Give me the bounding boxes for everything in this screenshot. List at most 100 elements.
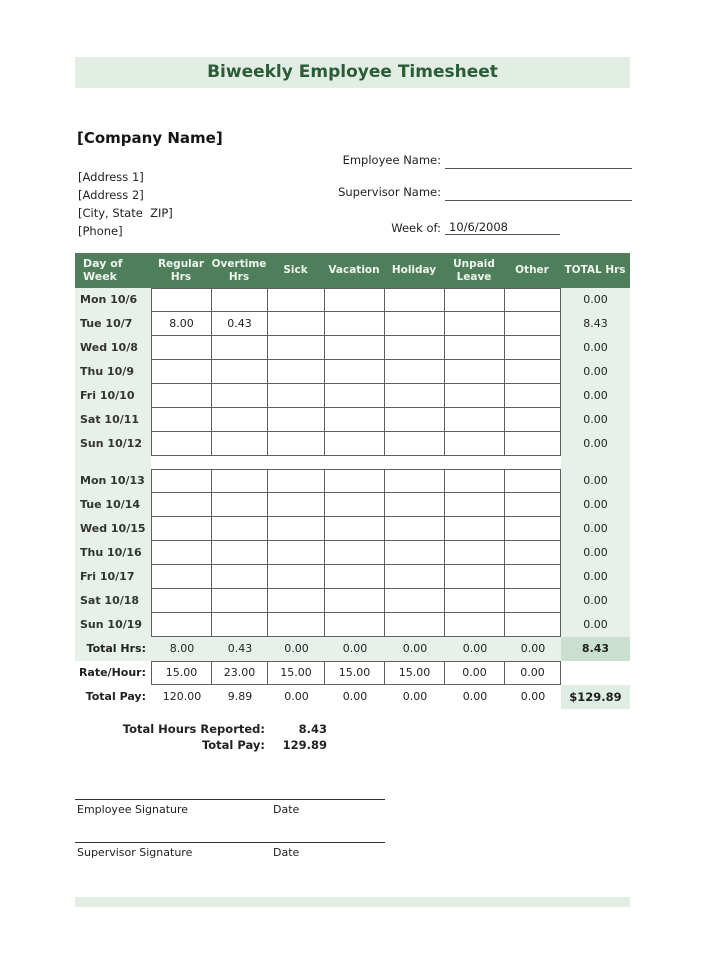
hour-input-cell[interactable] [445,469,505,493]
hour-input-cell[interactable] [385,517,445,541]
hour-input-cell[interactable] [212,360,268,384]
rate-input-cell[interactable]: 15.00 [268,661,325,685]
hour-input-cell[interactable] [212,432,268,456]
hour-input-cell[interactable] [325,312,385,336]
hour-input-cell[interactable] [445,565,505,589]
hour-input-cell[interactable] [152,517,212,541]
hour-input-cell[interactable] [445,288,505,312]
hour-input-cell[interactable] [325,288,385,312]
hour-input-cell[interactable] [268,312,325,336]
hour-input-cell[interactable] [505,493,561,517]
hour-input-cell[interactable] [385,493,445,517]
hour-input-cell[interactable] [152,360,212,384]
hour-input-cell[interactable] [212,469,268,493]
hour-input-cell[interactable] [385,408,445,432]
hour-input-cell[interactable]: 8.00 [152,312,212,336]
hour-input-cell[interactable] [152,336,212,360]
hour-input-cell[interactable] [268,384,325,408]
hour-input-cell[interactable] [505,432,561,456]
hour-input-cell[interactable] [445,432,505,456]
hour-input-cell[interactable] [505,613,561,637]
hour-input-cell[interactable] [325,336,385,360]
rate-input-cell[interactable]: 15.00 [385,661,445,685]
hour-input-cell[interactable] [325,384,385,408]
hour-input-cell[interactable] [268,336,325,360]
hour-input-cell[interactable] [505,408,561,432]
rate-input-cell[interactable]: 23.00 [212,661,268,685]
hour-input-cell[interactable] [385,432,445,456]
hour-input-cell[interactable] [325,469,385,493]
hour-input-cell[interactable] [505,541,561,565]
hour-input-cell[interactable] [268,469,325,493]
hour-input-cell[interactable] [268,541,325,565]
hour-input-cell[interactable] [505,517,561,541]
employee-signature-line[interactable] [75,799,385,800]
hour-input-cell[interactable] [152,288,212,312]
hour-input-cell[interactable] [325,613,385,637]
hour-input-cell[interactable] [505,312,561,336]
hour-input-cell[interactable] [505,565,561,589]
hour-input-cell[interactable] [152,493,212,517]
hour-input-cell[interactable] [445,408,505,432]
hour-input-cell[interactable] [152,589,212,613]
hour-input-cell[interactable] [445,384,505,408]
hour-input-cell[interactable] [325,589,385,613]
hour-input-cell[interactable] [152,541,212,565]
hour-input-cell[interactable] [152,469,212,493]
hour-input-cell[interactable] [325,408,385,432]
hour-input-cell[interactable] [212,288,268,312]
hour-input-cell[interactable] [385,312,445,336]
hour-input-cell[interactable] [212,493,268,517]
rate-input-cell[interactable]: 0.00 [505,661,561,685]
hour-input-cell[interactable] [505,288,561,312]
hour-input-cell[interactable] [325,517,385,541]
hour-input-cell[interactable] [268,360,325,384]
hour-input-cell[interactable] [385,384,445,408]
hour-input-cell[interactable] [325,360,385,384]
hour-input-cell[interactable] [325,493,385,517]
hour-input-cell[interactable] [152,565,212,589]
hour-input-cell[interactable] [385,288,445,312]
hour-input-cell[interactable] [268,432,325,456]
hour-input-cell[interactable] [385,336,445,360]
hour-input-cell[interactable] [212,565,268,589]
hour-input-cell[interactable] [505,589,561,613]
hour-input-cell[interactable] [505,384,561,408]
hour-input-cell[interactable] [445,336,505,360]
hour-input-cell[interactable] [385,469,445,493]
rate-input-cell[interactable]: 15.00 [325,661,385,685]
hour-input-cell[interactable] [268,613,325,637]
hour-input-cell[interactable] [445,493,505,517]
hour-input-cell[interactable] [152,432,212,456]
supervisor-signature-line[interactable] [75,842,385,843]
hour-input-cell[interactable] [385,565,445,589]
week-of-value[interactable]: 10/6/2008 [449,220,508,234]
hour-input-cell[interactable] [268,565,325,589]
hour-input-cell[interactable] [505,469,561,493]
hour-input-cell[interactable] [212,336,268,360]
hour-input-cell[interactable] [325,565,385,589]
hour-input-cell[interactable] [385,613,445,637]
hour-input-cell[interactable] [325,432,385,456]
hour-input-cell[interactable] [212,541,268,565]
hour-input-cell[interactable] [152,613,212,637]
hour-input-cell[interactable] [268,493,325,517]
hour-input-cell[interactable] [268,288,325,312]
rate-input-cell[interactable]: 15.00 [152,661,212,685]
hour-input-cell[interactable] [268,408,325,432]
hour-input-cell[interactable] [445,517,505,541]
hour-input-cell[interactable] [212,408,268,432]
hour-input-cell[interactable] [212,589,268,613]
hour-input-cell[interactable] [445,589,505,613]
hour-input-cell[interactable] [505,360,561,384]
hour-input-cell[interactable] [152,384,212,408]
hour-input-cell[interactable] [152,408,212,432]
employee-name-input[interactable] [445,154,632,169]
week-of-input[interactable] [445,220,560,235]
hour-input-cell[interactable] [212,517,268,541]
hour-input-cell[interactable] [212,613,268,637]
hour-input-cell[interactable] [385,589,445,613]
rate-input-cell[interactable]: 0.00 [445,661,505,685]
hour-input-cell[interactable] [268,517,325,541]
hour-input-cell[interactable] [505,336,561,360]
